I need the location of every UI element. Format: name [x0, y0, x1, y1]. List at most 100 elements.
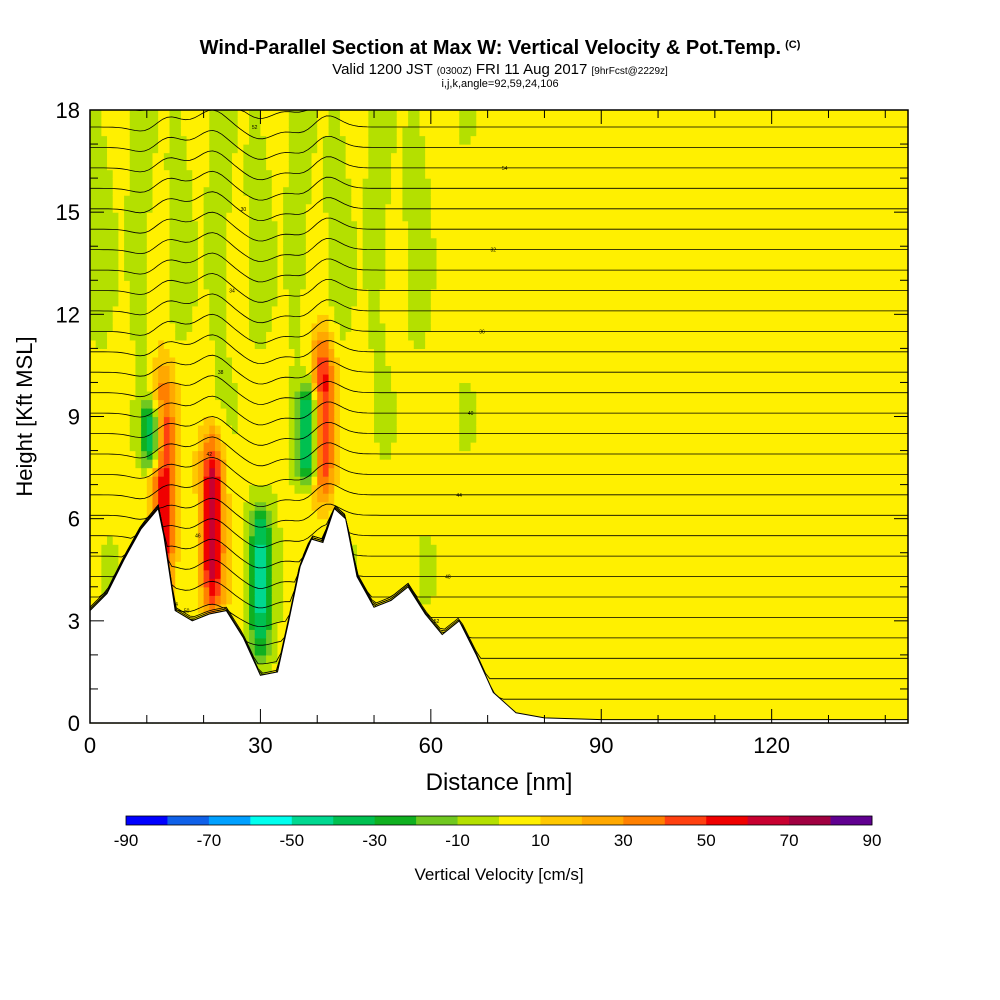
field-cell [175, 144, 182, 154]
field-cell [146, 263, 154, 273]
field-cell [237, 459, 244, 469]
field-cell [391, 152, 398, 162]
field-cell [356, 569, 364, 579]
field-cell [464, 365, 472, 375]
field-cell [294, 280, 301, 290]
field-cell [209, 586, 216, 596]
field-cell [413, 186, 421, 196]
field-cell [334, 373, 341, 384]
field-cell [396, 544, 404, 554]
field-cell [95, 416, 102, 426]
field-cell [459, 612, 466, 622]
field-cell [283, 390, 290, 401]
field-cell [356, 552, 364, 562]
field-cell [152, 442, 159, 452]
field-cell [419, 450, 426, 460]
field-cell [328, 169, 335, 179]
field-cell [453, 578, 460, 588]
field-cell [413, 578, 421, 588]
field-cell [249, 382, 256, 392]
field-cell [391, 263, 398, 273]
field-cell [368, 450, 375, 460]
field-cell [283, 110, 290, 120]
field-cell [294, 450, 301, 460]
field-cell [283, 518, 290, 528]
field-cell [288, 339, 296, 349]
field-cell [203, 561, 210, 571]
field-cell [192, 586, 199, 596]
field-cell [209, 339, 216, 349]
field-cell [186, 127, 193, 137]
field-cell [374, 169, 381, 179]
field-cell [90, 169, 97, 179]
field-cell [419, 144, 426, 154]
field-cell [442, 569, 449, 579]
field-cell [430, 348, 438, 358]
field-cell [192, 459, 199, 469]
field-cell [197, 450, 205, 460]
field-cell [436, 271, 443, 281]
field-cell [345, 135, 352, 145]
field-cell [430, 603, 438, 613]
field-cell [214, 144, 222, 154]
field-cell [345, 161, 352, 171]
field-cell [192, 135, 199, 145]
field-cell [180, 178, 188, 188]
field-cell [311, 110, 318, 120]
field-cell [408, 169, 415, 179]
field-cell [345, 186, 352, 196]
field-cell [345, 305, 352, 315]
field-cell [322, 203, 330, 213]
field-cell [476, 152, 483, 162]
field-cell [237, 356, 244, 367]
field-cell [379, 586, 386, 596]
field-cell [260, 178, 267, 188]
field-cell [180, 561, 188, 571]
field-cell [283, 595, 290, 605]
field-cell [396, 442, 404, 452]
field-cell [283, 459, 290, 469]
field-cell [180, 535, 188, 545]
field-cell [351, 390, 358, 401]
field-cell [362, 518, 369, 528]
field-cell [266, 578, 273, 588]
field-cell [266, 127, 273, 137]
field-cell [266, 246, 273, 256]
field-cell [192, 467, 199, 477]
field-cell [112, 339, 119, 349]
field-cell [345, 450, 352, 460]
field-cell [158, 331, 165, 341]
field-cell [266, 373, 273, 384]
field-cell [305, 297, 313, 307]
field-cell [254, 595, 262, 605]
field-cell [220, 118, 227, 128]
field-cell [408, 203, 415, 213]
field-cell [294, 135, 301, 145]
field-cell [356, 382, 364, 392]
field-cell [322, 229, 330, 239]
field-cell [339, 110, 347, 120]
field-cell [476, 433, 483, 443]
field-cell [374, 237, 381, 247]
field-cell [197, 544, 205, 554]
field-cell [260, 110, 267, 120]
field-cell [112, 356, 119, 367]
field-cell [339, 169, 347, 179]
field-cell [305, 263, 313, 273]
field-cell [362, 561, 369, 571]
field-cell [283, 246, 290, 256]
field-cell [459, 373, 466, 384]
field-cell [135, 288, 142, 298]
field-cell [226, 356, 233, 367]
field-cell [476, 646, 483, 656]
field-cell [186, 288, 193, 298]
field-cell [305, 382, 313, 392]
field-cell [101, 161, 108, 171]
field-cell [447, 263, 455, 273]
field-cell [425, 484, 432, 494]
field-cell [368, 127, 375, 137]
field-cell [328, 263, 335, 273]
field-cell [209, 203, 216, 213]
field-cell [419, 271, 426, 281]
field-cell [368, 442, 375, 452]
